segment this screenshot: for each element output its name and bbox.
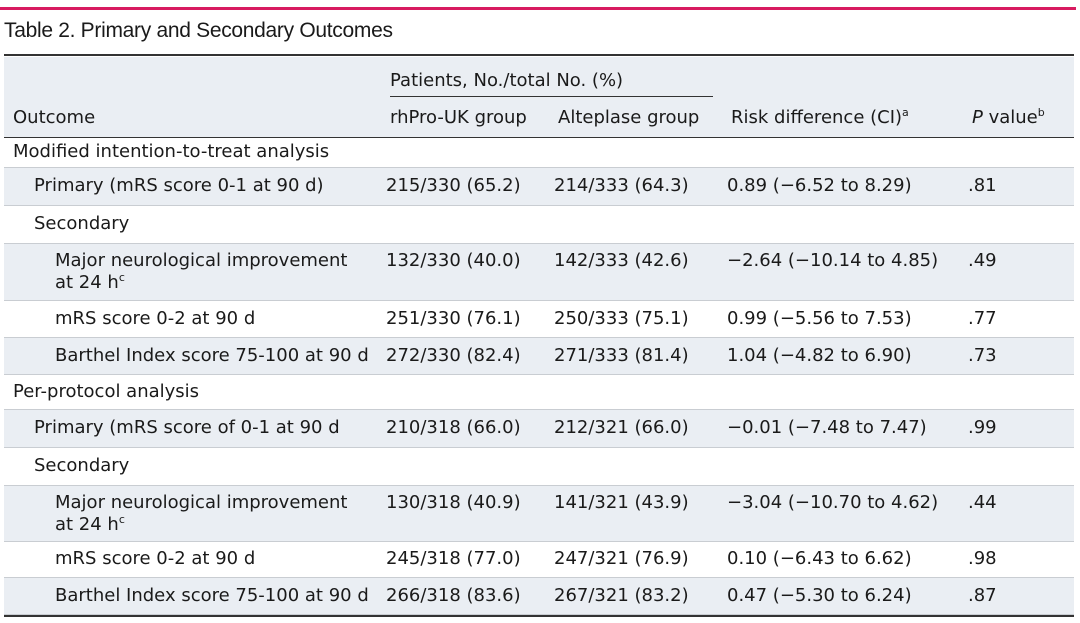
rhpro-cell: 132/330 (40.0) (386, 250, 521, 271)
outcome-label: Per-protocol analysis (13, 381, 200, 402)
row-divider (4, 243, 1074, 244)
rhpro-cell: 245/318 (77.0) (386, 548, 521, 569)
outcome-header: Outcome (13, 107, 96, 128)
p-value-cell: .73 (968, 345, 997, 366)
row-divider (4, 167, 1074, 168)
outcome-label: Barthel Index score 75-100 at 90 d (55, 345, 369, 366)
alteplase-cell: 214/333 (64.3) (554, 175, 689, 196)
table-bottom-rule (4, 615, 1074, 617)
outcome-label: Major neurological improvement at 24 hc (55, 492, 348, 535)
row-divider (4, 205, 1074, 206)
rhpro-cell: 251/330 (76.1) (386, 308, 521, 329)
risk-difference-cell: 0.89 (−6.52 to 8.29) (727, 175, 912, 196)
table-row: Secondary (4, 448, 1074, 486)
table-row: Primary (mRS score 0-1 at 90 d) 215/330 (… (4, 168, 1074, 206)
risk-difference-cell: 0.47 (−5.30 to 6.24) (727, 585, 912, 606)
p-value-cell: .87 (968, 585, 997, 606)
rhpro-cell: 272/330 (82.4) (386, 345, 521, 366)
risk-difference-cell: −2.64 (−10.14 to 4.85) (727, 250, 939, 271)
rhpro-cell: 130/318 (40.9) (386, 492, 521, 513)
row-divider (4, 485, 1074, 486)
outcome-label: Primary (mRS score 0-1 at 90 d) (34, 175, 324, 196)
p-value-cell: .81 (968, 175, 997, 196)
group-header-rule (390, 96, 713, 97)
alteplase-cell: 271/333 (81.4) (554, 345, 689, 366)
alteplase-cell: 212/321 (66.0) (554, 417, 689, 438)
alteplase-header: Alteplase group (558, 107, 700, 128)
row-divider (4, 337, 1074, 338)
rhpro-cell: 215/330 (65.2) (386, 175, 521, 196)
header-bottom-rule (4, 137, 1074, 138)
outcome-label: Barthel Index score 75-100 at 90 d (55, 585, 369, 606)
table-row: mRS score 0-2 at 90 d 245/318 (77.0) 247/3… (4, 542, 1074, 578)
outcome-label: mRS score 0-2 at 90 d (55, 548, 256, 569)
p-value-cell: .77 (968, 308, 997, 329)
row-divider (4, 300, 1074, 301)
accent-bar (0, 7, 1076, 10)
alteplase-cell: 141/321 (43.9) (554, 492, 689, 513)
row-divider (4, 614, 1074, 615)
risk-difference-header: Risk difference (CI)a (731, 106, 909, 128)
p-value-cell: .49 (968, 250, 997, 271)
p-value-cell: .99 (968, 417, 997, 438)
risk-difference-cell: −0.01 (−7.48 to 7.47) (727, 417, 927, 438)
table-row: Primary (mRS score of 0-1 at 90 d 210/318… (4, 410, 1074, 448)
patients-group-header: Patients, No./total No. (%) (390, 70, 624, 91)
outcome-label: Secondary (34, 213, 130, 234)
risk-difference-cell: 0.99 (−5.56 to 7.53) (727, 308, 912, 329)
row-divider (4, 577, 1074, 578)
row-divider (4, 409, 1074, 410)
outcome-label: mRS score 0-2 at 90 d (55, 308, 256, 329)
alteplase-cell: 142/333 (42.6) (554, 250, 689, 271)
table-row: mRS score 0-2 at 90 d 251/330 (76.1) 250/3… (4, 301, 1074, 338)
table-row: Barthel Index score 75-100 at 90 d 272/33… (4, 338, 1074, 375)
alteplase-cell: 267/321 (83.2) (554, 585, 689, 606)
outcome-label: Primary (mRS score of 0-1 at 90 d (34, 417, 340, 438)
outcome-label: Major neurological improvement at 24 hc (55, 250, 348, 293)
table-row: Major neurological improvement at 24 hc 1… (4, 486, 1074, 542)
row-divider (4, 447, 1074, 448)
alteplase-cell: 247/321 (76.9) (554, 548, 689, 569)
p-value-cell: .98 (968, 548, 997, 569)
alteplase-cell: 250/333 (75.1) (554, 308, 689, 329)
header-top-rule (4, 54, 1074, 56)
table-row: Per-protocol analysis (4, 375, 1074, 410)
p-value-cell: .44 (968, 492, 997, 513)
risk-difference-cell: −3.04 (−10.70 to 4.62) (727, 492, 939, 513)
table-row: Modified intention-to-treat analysis (4, 138, 1074, 168)
outcome-label: Modified intention-to-treat analysis (13, 141, 330, 162)
outcome-label: Secondary (34, 455, 130, 476)
table-title: Table 2. Primary and Secondary Outcomes (4, 19, 393, 42)
row-divider (4, 541, 1074, 542)
table-row: Major neurological improvement at 24 hc 1… (4, 244, 1074, 301)
risk-difference-cell: 0.10 (−6.43 to 6.62) (727, 548, 912, 569)
table-header (4, 57, 1074, 137)
table-row: Barthel Index score 75-100 at 90 d 266/31… (4, 578, 1074, 615)
row-divider (4, 374, 1074, 375)
risk-difference-cell: 1.04 (−4.82 to 6.90) (727, 345, 912, 366)
rhpro-cell: 210/318 (66.0) (386, 417, 521, 438)
table-row: Secondary (4, 206, 1074, 244)
p-value-header: P valueb (972, 106, 1045, 128)
rhpro-cell: 266/318 (83.6) (386, 585, 521, 606)
rhpro-header: rhPro-UK group (390, 107, 527, 128)
